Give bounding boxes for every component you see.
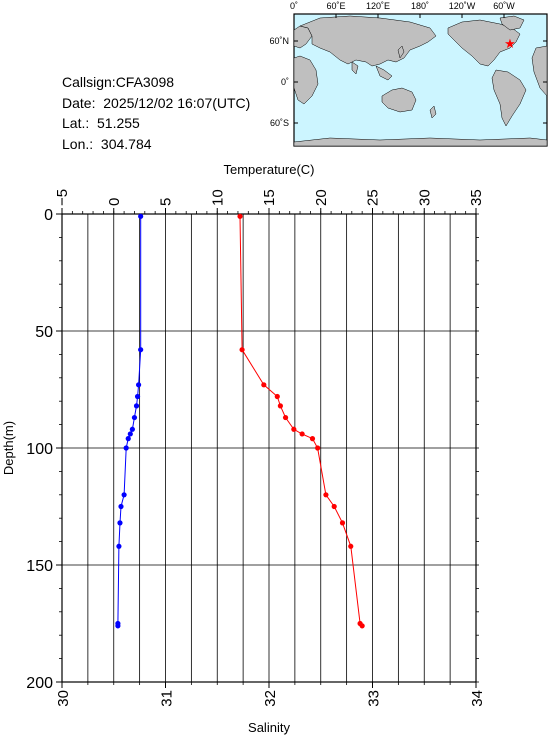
temperature-data-point (277, 403, 283, 409)
map-tick-eq: 0˚ (281, 77, 289, 87)
y-tick-label: 100 (26, 441, 53, 458)
latitude-text: Lat.: 51.255 (62, 115, 140, 131)
salinity-data-point (131, 414, 138, 421)
salinity-data-point (123, 445, 129, 451)
y-tick-label: 0 (44, 207, 53, 224)
top-axis-label: Temperature(C) (223, 162, 314, 177)
salinity-data-point (127, 431, 133, 437)
callsign-text: Callsign:CFA3098 (62, 74, 175, 90)
map-tick-60n: 60˚N (269, 36, 289, 46)
top-tick-label: 20 (313, 189, 330, 206)
chart-labels: Temperature(C) Salinity Depth(m) (1, 162, 315, 735)
salinity-data-point (138, 213, 144, 219)
map-land (293, 15, 548, 147)
salinity-data-point (117, 520, 123, 526)
map-tick-120e: 120˚E (366, 1, 390, 11)
top-tick-label: 10 (209, 189, 226, 206)
map-tick-0: 0˚ (290, 1, 298, 11)
map-tick-60s: 60˚S (270, 118, 289, 128)
location-star-icon: ★ (504, 36, 516, 51)
temperature-data-point (274, 393, 280, 400)
temperature-data-point (315, 445, 321, 451)
temperature-data-point (291, 426, 297, 432)
chart-grid (61, 213, 477, 683)
top-tick-label: 0 (106, 198, 123, 206)
salinity-data-point (118, 503, 124, 510)
temperature-data-point (323, 492, 329, 498)
map-frame-ticks (293, 14, 547, 124)
salinity-data-point (115, 620, 121, 627)
top-tick-label: 5 (158, 198, 175, 206)
map-tick-60e: 60˚E (326, 1, 345, 11)
chart-series (115, 213, 365, 629)
station-info: Callsign:CFA3098 Date: 2025/12/02 16:07(… (62, 72, 250, 154)
date-text: Date: 2025/12/02 16:07(UTC) (62, 94, 251, 111)
temperature-data-point (299, 431, 305, 437)
map-lat-ticks: 60˚N 0˚ 60˚S (269, 36, 289, 128)
temperature-data-point (309, 436, 316, 442)
temperature-data-point (359, 623, 365, 629)
bottom-tick-label: 32 (262, 690, 279, 707)
y-axis-label: Depth(m) (1, 421, 16, 475)
salinity-data-point (116, 543, 122, 549)
temperature-data-point (237, 213, 243, 219)
temperature-data-point (261, 382, 267, 388)
map-tick-60w: 60˚W (493, 1, 515, 11)
bottom-tick-label: 33 (366, 690, 383, 707)
bottom-axis-label: Salinity (248, 720, 290, 735)
map-tick-120w: 120˚W (449, 1, 476, 11)
top-tick-label: 35 (468, 189, 485, 206)
bottom-tick-label: 34 (469, 690, 486, 707)
bottom-tick-label: 31 (159, 690, 176, 707)
salinity-data-point (134, 393, 141, 400)
map-top-ticks: 0˚ 60˚E 120˚E 180˚ 120˚W 60˚W (290, 1, 515, 11)
temperature-profile-line (239, 216, 363, 627)
longitude-text: Lon.: 304.784 (62, 135, 152, 152)
salinity-data-point (133, 403, 140, 409)
salinity-data-point (125, 436, 131, 442)
salinity-data-point (115, 623, 121, 629)
bottom-tick-label: 30 (55, 690, 72, 707)
salinity-data-point (129, 426, 135, 432)
top-tick-label: −5 (54, 189, 71, 206)
salinity-data-point (135, 382, 142, 388)
top-tick-label: 25 (365, 189, 382, 206)
temperature-data-point (348, 543, 354, 549)
temperature-data-point (239, 347, 245, 353)
salinity-data-point (121, 492, 127, 498)
map-tick-180: 180˚ (411, 1, 429, 11)
top-tick-label: 15 (261, 189, 278, 206)
location-map: 0˚ 60˚E 120˚E 180˚ 120˚W 60˚W 60˚N 0˚ 60… (269, 1, 548, 147)
plot-frame (61, 213, 477, 683)
temperature-data-point (339, 520, 346, 526)
temperature-data-point (282, 414, 289, 421)
y-tick-label: 50 (35, 324, 53, 341)
y-tick-label: 150 (26, 558, 53, 575)
salinity-profile-line (117, 216, 142, 626)
top-tick-label: 30 (416, 189, 433, 206)
y-tick-label: 200 (26, 675, 53, 692)
temperature-data-point (331, 503, 337, 510)
salinity-data-point (138, 347, 144, 353)
temperature-data-point (357, 620, 363, 627)
